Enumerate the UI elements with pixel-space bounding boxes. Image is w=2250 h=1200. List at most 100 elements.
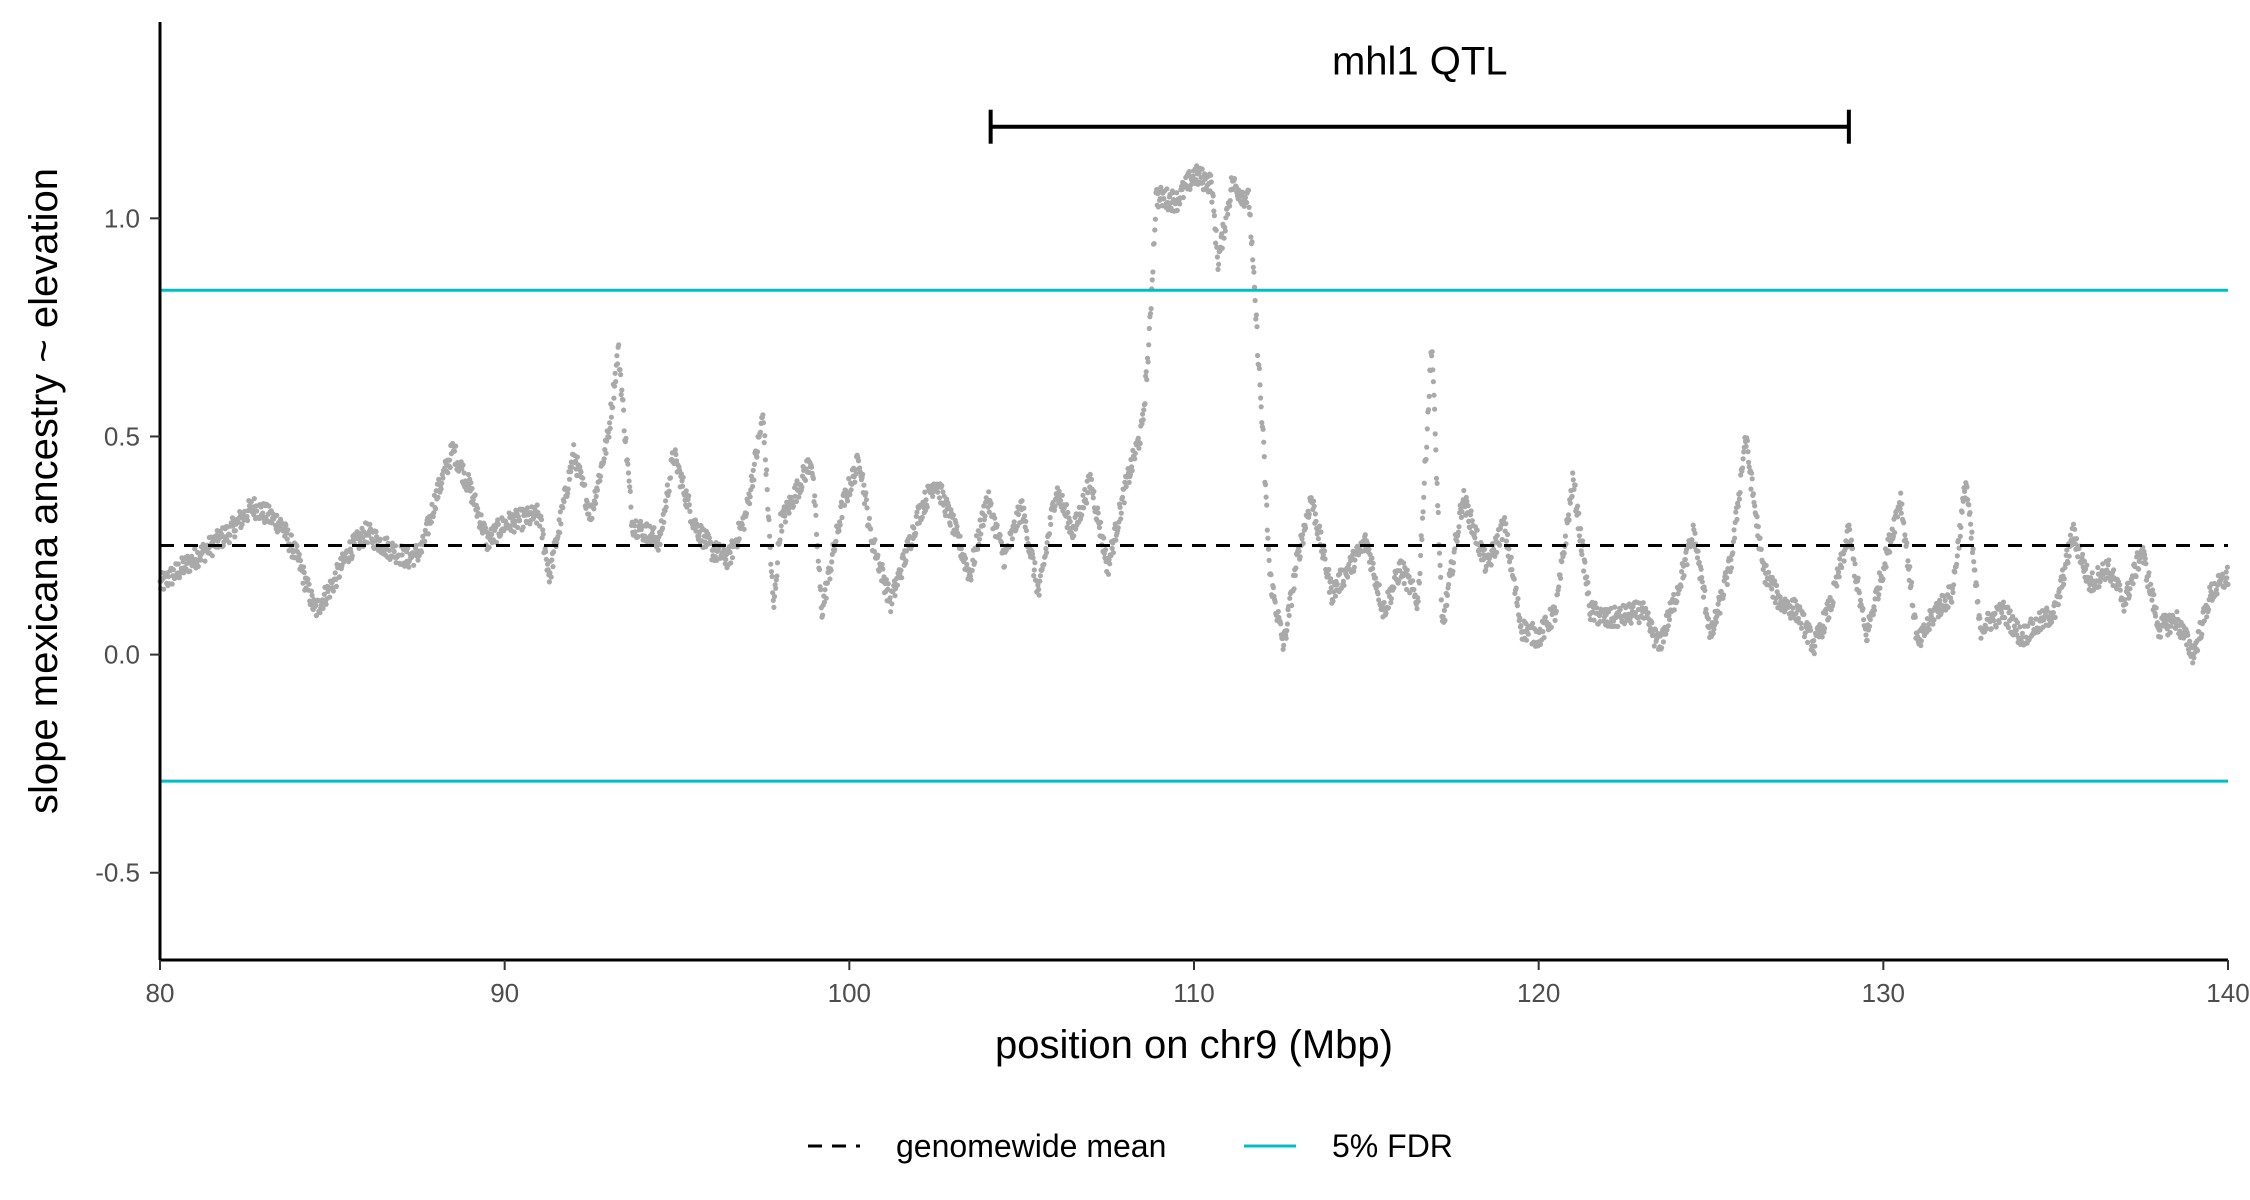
data-point (1404, 586, 1410, 593)
data-point (1966, 502, 1972, 508)
data-point (1140, 411, 1146, 417)
data-point (1048, 521, 1054, 528)
data-point (1867, 616, 1873, 623)
data-point (743, 510, 750, 517)
data-point (1945, 604, 1951, 611)
data-point (762, 433, 768, 439)
data-point (1930, 621, 1936, 627)
data-point (1246, 204, 1252, 210)
data-point (244, 513, 250, 520)
data-point (1351, 564, 1357, 571)
data-point (1575, 503, 1581, 509)
data-point (697, 529, 703, 535)
data-point (1256, 365, 1262, 372)
data-point (317, 610, 323, 616)
data-point (1836, 569, 1842, 575)
data-point (1847, 526, 1853, 533)
data-point (1592, 600, 1598, 606)
data-point (822, 587, 828, 593)
data-point (1593, 605, 1600, 611)
data-point (799, 484, 805, 490)
data-point (2168, 623, 2174, 629)
data-point (1132, 450, 1138, 456)
data-point (469, 485, 475, 492)
data-point (1143, 369, 1149, 375)
data-point (750, 467, 756, 473)
data-point (1530, 620, 1536, 627)
data-point (1851, 556, 1857, 563)
data-point (1465, 503, 1471, 509)
y-axis-title: slope mexicana ancestry ~ elevation (22, 168, 66, 814)
data-point (667, 475, 674, 481)
data-point (1096, 524, 1102, 531)
data-point (888, 609, 894, 615)
data-point (1957, 533, 1963, 540)
data-point (1892, 530, 1898, 536)
data-point (879, 561, 885, 568)
data-point (2117, 582, 2123, 588)
data-point (2095, 564, 2101, 571)
data-point (2177, 628, 2183, 634)
data-point (1031, 573, 1037, 579)
data-point (1015, 511, 1022, 518)
data-point (2136, 566, 2142, 572)
data-point (538, 517, 545, 523)
data-point (1864, 637, 1870, 644)
data-point (617, 367, 623, 373)
data-point (1830, 600, 1836, 606)
data-point (1037, 578, 1043, 584)
data-point (1085, 490, 1091, 496)
data-point (301, 569, 307, 576)
data-point (1067, 518, 1073, 525)
data-point (1208, 179, 1214, 185)
data-point (611, 395, 617, 401)
data-point (820, 612, 826, 618)
data-point (239, 521, 245, 528)
data-point (868, 526, 874, 532)
data-point (614, 353, 620, 359)
data-point (2064, 547, 2070, 553)
data-point (1425, 407, 1432, 413)
data-point (2005, 604, 2011, 610)
data-point (627, 488, 633, 494)
data-point (1581, 568, 1587, 574)
data-point (1436, 550, 1443, 556)
data-point (461, 470, 467, 476)
data-point (597, 478, 603, 484)
data-point (1287, 595, 1293, 601)
data-point (972, 559, 978, 565)
data-point (1423, 456, 1429, 463)
data-point (1442, 617, 1448, 623)
data-point (1703, 606, 1709, 612)
data-point (1174, 207, 1180, 213)
data-point (1909, 579, 1915, 585)
data-point (566, 476, 573, 482)
data-point (1819, 634, 1825, 640)
data-point (384, 535, 390, 541)
data-point (1373, 575, 1379, 581)
data-point (1870, 612, 1876, 618)
data-point (586, 511, 592, 517)
x-axis-title: position on chr9 (Mbp) (995, 1023, 1393, 1067)
data-point (975, 546, 981, 552)
data-point (2213, 587, 2219, 593)
data-point (1430, 367, 1436, 373)
data-point (578, 469, 584, 475)
data-point (1021, 505, 1027, 511)
data-point (771, 604, 777, 611)
data-point (1746, 459, 1752, 465)
data-point (1553, 608, 1559, 614)
data-point (660, 525, 666, 531)
data-point (2190, 660, 2196, 666)
data-point (727, 549, 733, 556)
data-point (930, 493, 936, 499)
data-point (1404, 567, 1410, 573)
data-point (813, 512, 819, 518)
data-point (625, 470, 632, 476)
data-point (1663, 631, 1669, 637)
data-point (1952, 569, 1958, 575)
data-point (2138, 554, 2144, 561)
data-point (1032, 560, 1038, 566)
data-point (1123, 484, 1129, 490)
data-point (1455, 529, 1461, 535)
